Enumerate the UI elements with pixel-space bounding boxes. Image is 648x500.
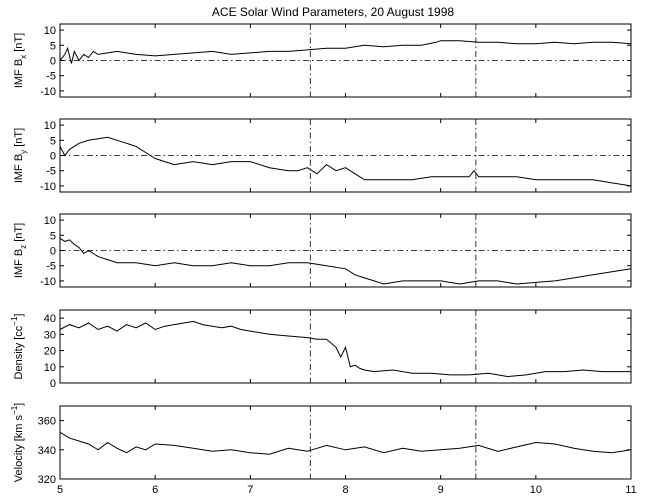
y-axis-label-main: IMF B [13,249,25,278]
x-tick-label: 7 [247,484,253,496]
y-tick-label: 0 [50,246,56,258]
y-tick-label: -5 [46,71,56,83]
y-axis-label: IMF Bz [nT] [13,223,28,278]
y-tick-label: 5 [50,230,56,242]
y-axis-label-superscript: −1 [10,316,19,326]
y-axis-label-main: IMF B [13,154,25,183]
y-tick-label: 10 [44,362,56,374]
y-axis-label-unit: [nT] [13,128,25,150]
y-tick-label: 40 [44,313,56,325]
y-tick-label: 360 [38,416,56,428]
y-axis-label-subscript: y [19,150,28,154]
y-axis-label-superscript: −1 [10,405,19,415]
series-line [59,40,632,64]
x-tick-label: 8 [342,484,348,496]
panel-2: -10 -5 0 5 10 IMF By [nT] [13,118,632,193]
y-tick-label: 10 [44,25,56,37]
y-tick-label: -10 [40,86,56,98]
panel-1: -10 -5 0 5 10 IMF Bx [nT] [13,23,632,98]
y-tick-label: 0 [50,151,56,163]
series-line [59,320,631,378]
y-tick-label: -5 [46,166,56,178]
y-tick-label: 5 [50,135,56,147]
y-tick-label: -10 [40,276,56,288]
y-axis-label: Density [cc−1] [10,314,25,380]
y-axis-label-subscript: z [19,245,28,249]
x-tick-label: 11 [625,484,636,496]
y-axis-label: IMF By [nT] [13,128,28,183]
y-axis-label-main: Velocity [km s [13,414,25,482]
y-tick-label: 320 [38,474,56,486]
panel-5: 320 340 360 Velocity [km s−1] [10,403,632,486]
x-tick-label: 9 [438,484,444,496]
y-axis-label: IMF Bx [nT] [13,33,28,88]
y-tick-label: -5 [46,261,56,273]
y-tick-label: 340 [38,445,56,457]
x-tick-label: 10 [530,484,542,496]
y-axis-label-main: IMF B [13,59,25,88]
figure-title: ACE Solar Wind Parameters, 20 August 199… [212,5,454,19]
x-axis-tick-labels: 5 6 7 8 9 10 11 [57,484,637,496]
y-tick-label: 5 [50,40,56,52]
y-axis-label-unit: [nT] [13,223,25,245]
series-line [59,136,632,187]
x-tick-label: 5 [57,484,63,496]
y-axis-label-main: Density [cc [13,325,25,379]
panel-frame [59,405,632,480]
panel-4: 0 10 20 30 40 Density [cc−1] [10,309,632,390]
y-axis-label: Velocity [km s−1] [10,403,25,482]
y-tick-label: 30 [44,329,56,341]
y-axis-label-unit: [nT] [13,33,25,55]
y-tick-label: 10 [44,215,56,227]
y-axis-label-subscript: x [19,55,28,59]
series-line [59,431,632,455]
y-axis-label-unit: ] [13,314,25,317]
y-tick-label: 0 [50,56,56,68]
series-line [59,237,632,285]
y-axis-label-unit: ] [13,403,25,406]
panel-3: -10 -5 0 5 10 IMF Bz [nT] [13,213,632,288]
y-tick-label: 10 [44,120,56,132]
y-tick-label: 20 [44,346,56,358]
y-tick-label: 0 [50,378,56,390]
x-tick-label: 6 [152,484,158,496]
y-tick-label: -10 [40,181,56,193]
